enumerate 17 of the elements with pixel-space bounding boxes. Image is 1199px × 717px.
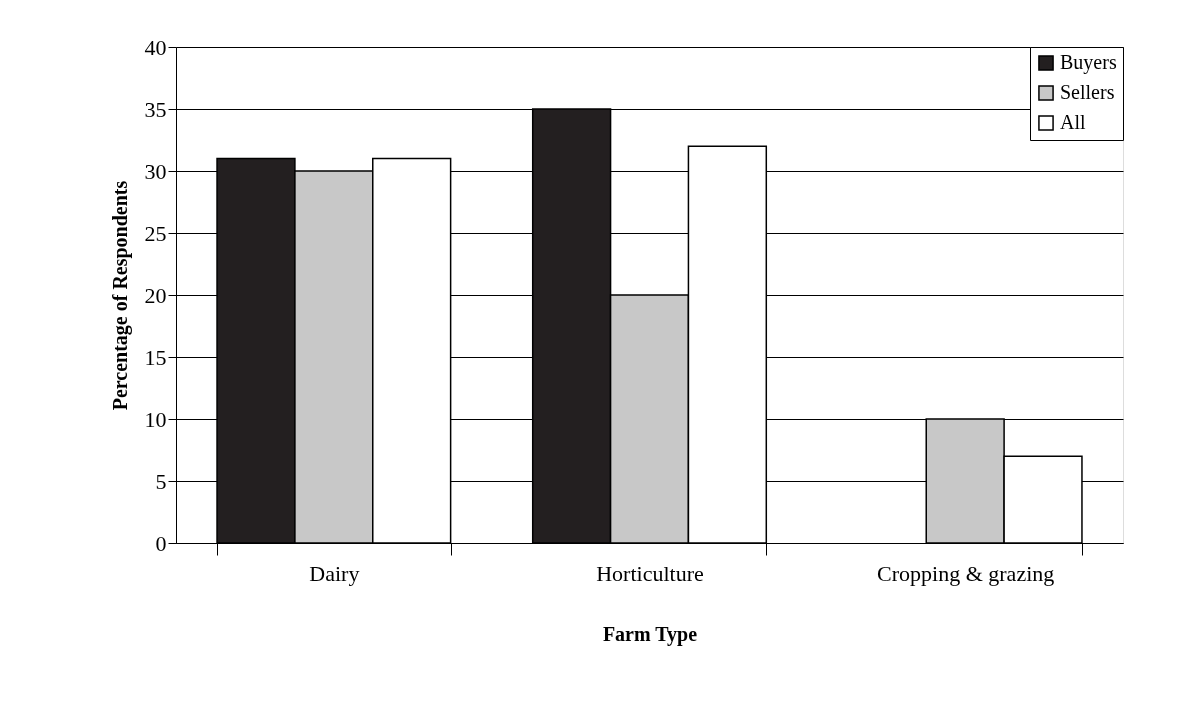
legend-label: Buyers [1060, 51, 1117, 74]
y-tick-label: 35 [144, 96, 167, 122]
x-tick-label: Dairy [309, 560, 360, 586]
legend-label: Sellers [1060, 81, 1115, 103]
y-tick-label: 40 [144, 34, 167, 60]
x-tick-label: Cropping & grazing [877, 560, 1055, 586]
y-tick-label: 5 [155, 468, 167, 494]
y-tick-label: 30 [144, 158, 167, 184]
legend-label: All [1060, 111, 1086, 133]
y-tick-label: 25 [144, 220, 167, 246]
x-tick-label: Horticulture [596, 560, 704, 586]
y-tick-label: 10 [144, 406, 167, 432]
y-axis-title: Percentage of Respondents [108, 180, 132, 411]
y-tick-label: 20 [144, 282, 167, 308]
y-tick-label: 15 [144, 344, 167, 370]
y-tick-label: 0 [155, 530, 167, 556]
x-axis-title: Farm Type [602, 622, 698, 646]
